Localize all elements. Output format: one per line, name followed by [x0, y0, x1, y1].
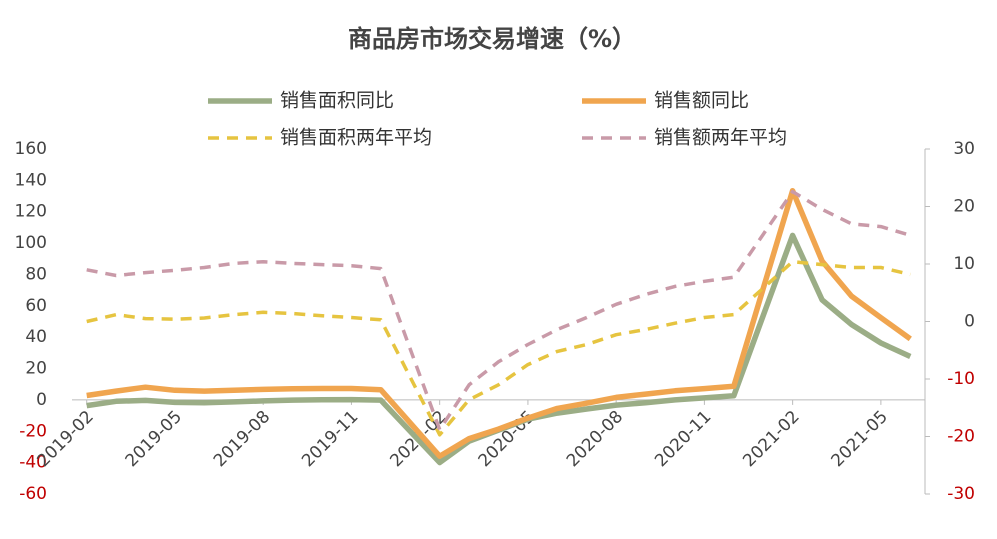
y2-tick-label: 0: [964, 312, 975, 332]
x-tick-label: 2019-11: [298, 407, 362, 471]
y-tick-label: 120: [15, 202, 47, 222]
y2-tick-label: 30: [953, 139, 975, 159]
y-tick-label: 100: [15, 233, 47, 253]
x-tick-label: 2020-08: [563, 407, 627, 471]
y-tick-label: -40: [19, 453, 47, 473]
x-tick-label: 2019-05: [122, 407, 186, 471]
y2-tick-label: -30: [947, 484, 975, 504]
x-tick-label: 2020-11: [651, 407, 715, 471]
y2-tick-label: -20: [947, 427, 975, 447]
legend-label: 销售面积同比: [280, 90, 394, 112]
y-tick-label: 20: [25, 359, 47, 379]
series-line: [86, 259, 911, 437]
x-tick-label: 2021-02: [739, 407, 803, 471]
legend-label: 销售额两年平均: [654, 127, 787, 149]
y-tick-label: -60: [19, 484, 47, 504]
y-tick-label: 160: [15, 139, 47, 159]
y-tick-label: 80: [25, 264, 47, 284]
y2-tick-label: -10: [947, 369, 975, 389]
x-tick-label: 2021-05: [828, 407, 892, 471]
y-tick-label: 140: [15, 170, 47, 190]
series-line: [86, 189, 911, 432]
y-tick-label: 0: [36, 390, 47, 410]
y2-tick-label: 10: [953, 254, 975, 274]
y-tick-label: 40: [25, 327, 47, 347]
y-tick-label: -20: [19, 421, 47, 441]
series-line: [86, 187, 912, 459]
chart-title: 商品房市场交易增速（%）: [348, 25, 636, 53]
x-tick-label: 2019-08: [210, 407, 274, 471]
y2-tick-label: 20: [953, 197, 975, 217]
legend-label: 销售面积两年平均: [280, 127, 432, 149]
legend-label: 销售额同比: [654, 90, 749, 112]
y-tick-label: 60: [25, 296, 47, 316]
